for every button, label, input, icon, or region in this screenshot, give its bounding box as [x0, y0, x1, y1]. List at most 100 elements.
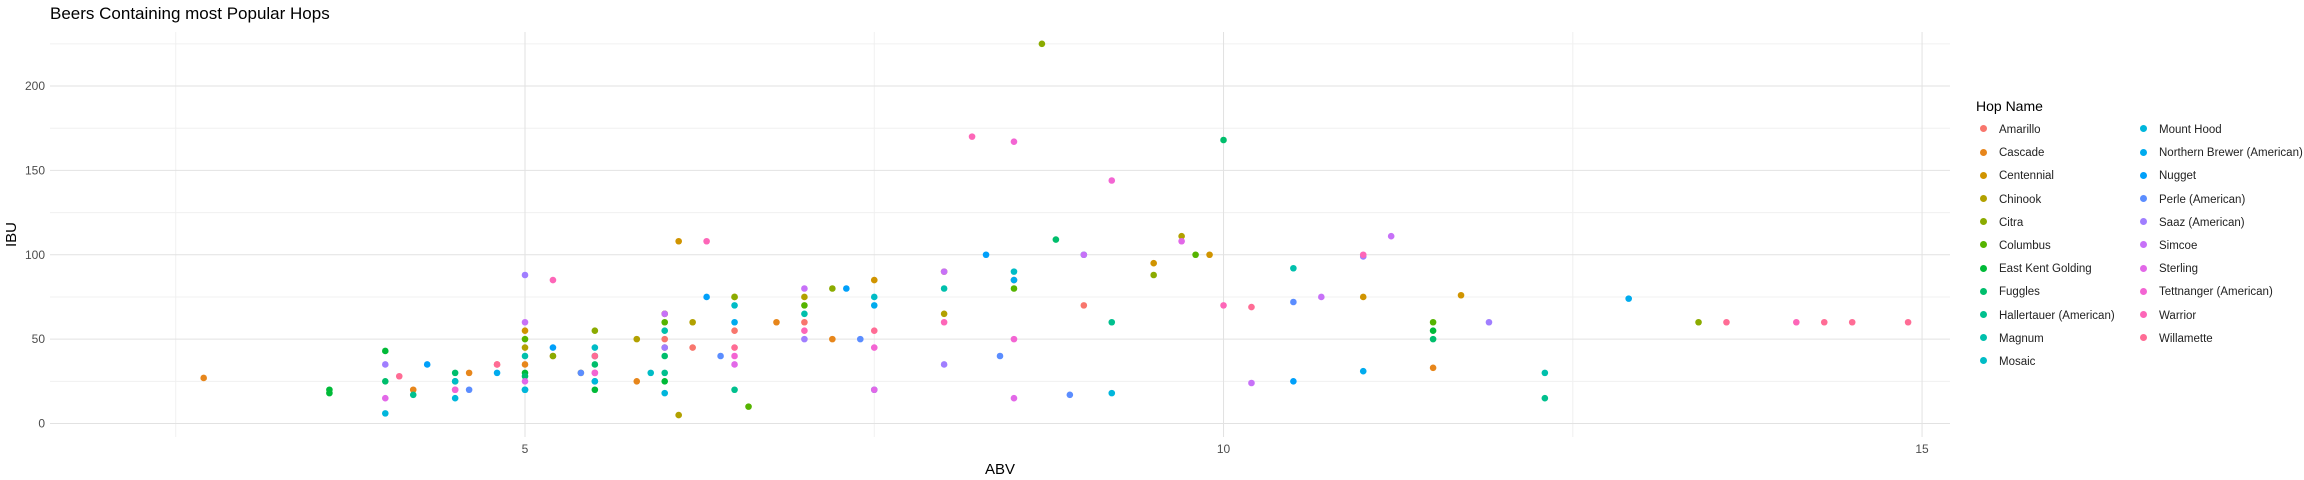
legend-item: Mosaic — [1976, 354, 2035, 370]
legend-swatch — [2140, 171, 2147, 179]
data-point — [1080, 302, 1088, 309]
data-point — [521, 271, 529, 279]
data-point — [633, 335, 641, 343]
data-point — [1192, 251, 1199, 259]
data-point — [1010, 335, 1018, 343]
data-point — [1429, 327, 1437, 334]
data-point — [661, 352, 669, 360]
data-point — [1429, 364, 1437, 372]
data-point — [843, 285, 850, 292]
data-point — [326, 386, 333, 394]
y-tick-label: 100 — [25, 248, 45, 262]
data-point — [801, 327, 808, 334]
data-point — [829, 285, 836, 292]
legend-swatch — [1980, 287, 1987, 295]
data-point — [856, 335, 864, 343]
data-point — [1066, 391, 1074, 399]
legend-swatch — [2140, 125, 2147, 133]
data-point — [591, 344, 599, 351]
data-point — [381, 347, 389, 355]
data-point — [521, 361, 529, 368]
legend-label: Cascade — [1999, 147, 2045, 160]
data-point — [801, 335, 808, 343]
data-point — [549, 344, 557, 351]
data-point — [675, 411, 682, 419]
data-point — [465, 386, 473, 394]
data-point — [1820, 318, 1828, 326]
data-point — [423, 361, 431, 368]
data-point — [801, 310, 808, 318]
data-point — [661, 369, 669, 377]
legend-item: Perle (American) — [2136, 192, 2245, 208]
data-point — [940, 318, 948, 326]
data-point — [731, 352, 738, 360]
data-point — [1052, 236, 1060, 243]
legend-swatch — [1980, 241, 1987, 249]
data-point — [1290, 298, 1297, 306]
data-point — [451, 369, 459, 377]
data-point — [661, 389, 669, 397]
data-point — [968, 133, 976, 140]
legend-item: Tettnanger (American) — [2136, 284, 2273, 300]
data-point — [661, 327, 669, 334]
data-point — [1010, 276, 1018, 284]
data-point — [1206, 251, 1213, 259]
data-point — [493, 369, 501, 377]
legend-label: Saaz (American) — [2159, 216, 2245, 229]
data-point — [395, 372, 403, 380]
legend-item: Simcoe — [2136, 238, 2197, 254]
legend-swatch — [2140, 218, 2147, 226]
legend-title: Hop Name — [1976, 98, 2043, 114]
data-point — [1220, 136, 1227, 144]
data-point — [1150, 271, 1157, 279]
legend: Hop Name Amarillo Cascade Centennial Chinoo… — [1976, 98, 2303, 368]
data-point — [1248, 379, 1255, 387]
data-point — [451, 394, 459, 402]
legend-label: Mount Hood — [2159, 124, 2222, 136]
data-point — [647, 369, 655, 377]
y-tick-label: 200 — [25, 79, 45, 93]
data-point — [801, 285, 808, 292]
data-point — [521, 386, 529, 394]
data-point — [381, 361, 389, 368]
data-point — [591, 378, 599, 385]
data-point — [661, 318, 669, 326]
legend-swatch — [2140, 148, 2147, 156]
legend-item: Chinook — [1976, 192, 2041, 208]
data-point — [1359, 293, 1367, 301]
legend-swatch — [2140, 334, 2147, 342]
data-point — [591, 327, 599, 334]
data-point — [1290, 264, 1297, 272]
data-point — [703, 293, 710, 301]
data-point — [591, 361, 599, 368]
data-point — [409, 391, 417, 399]
legend-swatch — [1980, 264, 1987, 272]
legend-swatch — [1980, 311, 1987, 319]
data-point — [731, 386, 738, 394]
data-point — [549, 276, 557, 284]
legend-label: East Kent Golding — [1999, 263, 2092, 276]
data-point — [1010, 285, 1018, 292]
data-point — [870, 293, 878, 301]
data-point — [940, 361, 948, 368]
data-point — [731, 318, 738, 326]
data-point — [731, 361, 738, 368]
data-point — [451, 386, 459, 394]
legend-label: Sterling — [2159, 263, 2198, 276]
legend-label: Tettnanger (American) — [2159, 286, 2273, 299]
data-point — [1457, 291, 1465, 299]
legend-item: Cascade — [1976, 145, 2044, 161]
legend-item: Saaz (American) — [2136, 215, 2245, 231]
data-point — [521, 335, 529, 343]
data-point — [521, 378, 529, 385]
legend-item: Mount Hood — [2136, 122, 2222, 138]
legend-swatch — [1980, 148, 1987, 156]
data-point — [1248, 303, 1255, 311]
data-point — [731, 344, 738, 351]
data-point — [493, 361, 501, 368]
data-point — [1359, 251, 1367, 259]
data-point — [409, 386, 417, 394]
legend-item: Fuggles — [1976, 284, 2040, 300]
data-point — [1793, 318, 1800, 326]
